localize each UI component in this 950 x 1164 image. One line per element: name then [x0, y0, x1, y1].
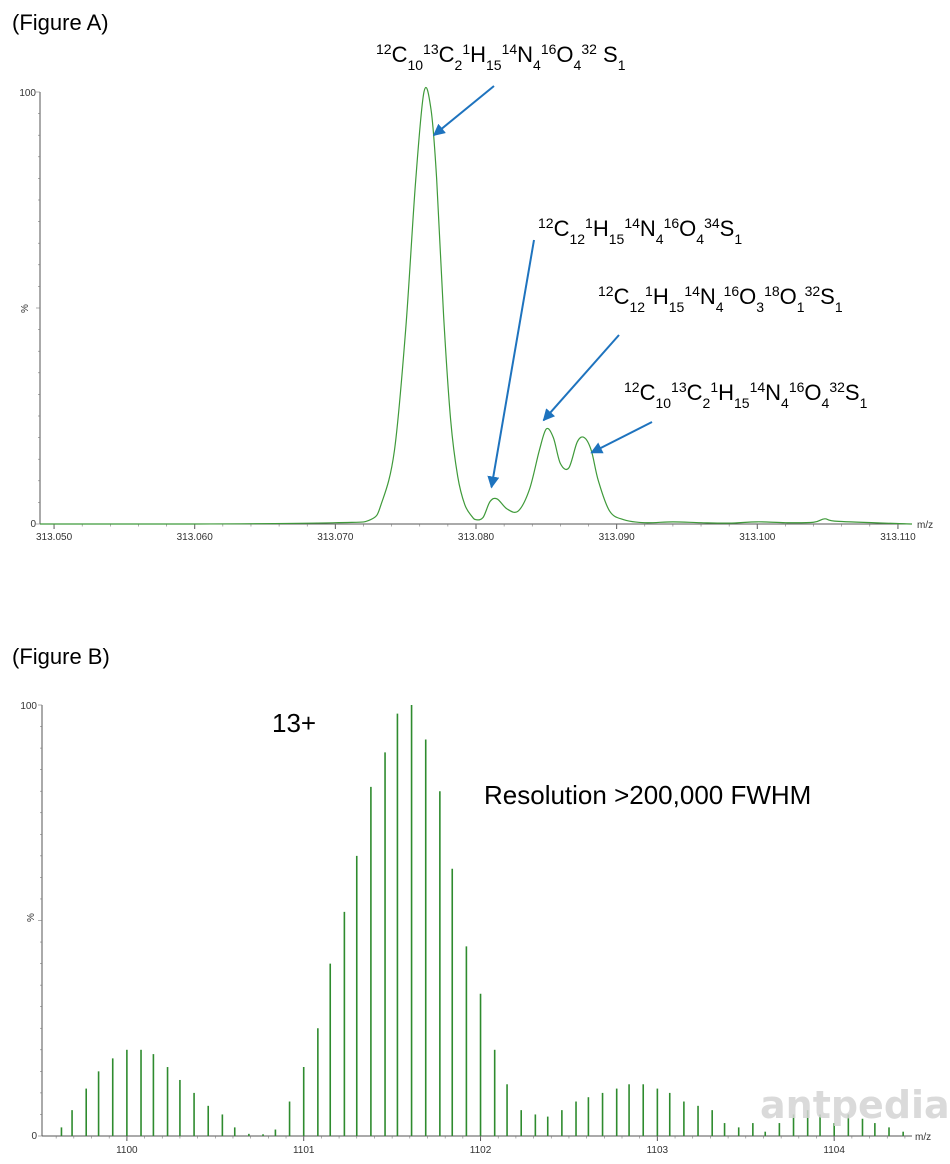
annotation-1-arrow: [432, 85, 495, 136]
figure-b-xtick-label: 1102: [470, 1145, 492, 1156]
figure-a-xtick-label: 313.090: [599, 532, 636, 543]
annotation-3-formula: 12C121H1514N416O318O132S1: [598, 283, 843, 315]
annotation-4-formula: 12C1013C21H1514N416O432S1: [624, 379, 868, 411]
figure-a-label: (Figure A): [12, 10, 109, 35]
figure-b-ytick-100: 100: [20, 701, 37, 712]
figure-a-ytick-0: 0: [30, 519, 36, 530]
figure-b-xtick-label: 1101: [293, 1145, 315, 1156]
figure-b-xlabel: m/z: [915, 1132, 931, 1143]
figure-a-xtick-label: 313.080: [458, 532, 495, 543]
annotation-2-formula: 12C121H1514N416O434S1: [538, 215, 742, 247]
figure-b-xtick-label: 1103: [647, 1145, 669, 1156]
figure-b-label: (Figure B): [12, 644, 110, 669]
figure-b-xtick-label: 1104: [823, 1145, 845, 1156]
figure-a-xtick-label: 313.050: [36, 532, 73, 543]
figure-b-ylabel: %: [26, 913, 37, 922]
figure-a-xlabel: m/z: [917, 520, 933, 531]
figure-b: (Figure B) % 100 0 m/z 1100 1101 1102 1103 1…: [12, 644, 950, 1156]
figure-a-ytick-100: 100: [19, 88, 36, 99]
figure-a: (Figure A) % 100 0 m/z 313.050 313.060 313…: [12, 10, 933, 543]
figure-b-ytick-0: 0: [31, 1131, 37, 1142]
figure-a-ylabel: %: [20, 304, 31, 313]
figure-a-xtick-label: 313.070: [317, 532, 354, 543]
figure-a-xtick-label: 313.110: [880, 532, 916, 543]
figure-a-xtick-label: 313.060: [177, 532, 214, 543]
annotation-1-formula: 12C1013C21H1514N416O432 S1: [376, 41, 626, 73]
annotation-3-arrow: [542, 334, 620, 422]
annotation-2-arrow: [487, 239, 535, 489]
resolution-label: Resolution >200,000 FWHM: [484, 780, 811, 810]
figure-a-xtick-label: 313.100: [739, 532, 776, 543]
figure-a-spectrum-line: [40, 86, 913, 525]
watermark-logo: antpedia: [760, 1083, 950, 1127]
charge-state-label: 13+: [272, 708, 316, 738]
figure-b-xtick-label: 1100: [116, 1145, 138, 1156]
annotation-4-arrow: [590, 421, 653, 454]
